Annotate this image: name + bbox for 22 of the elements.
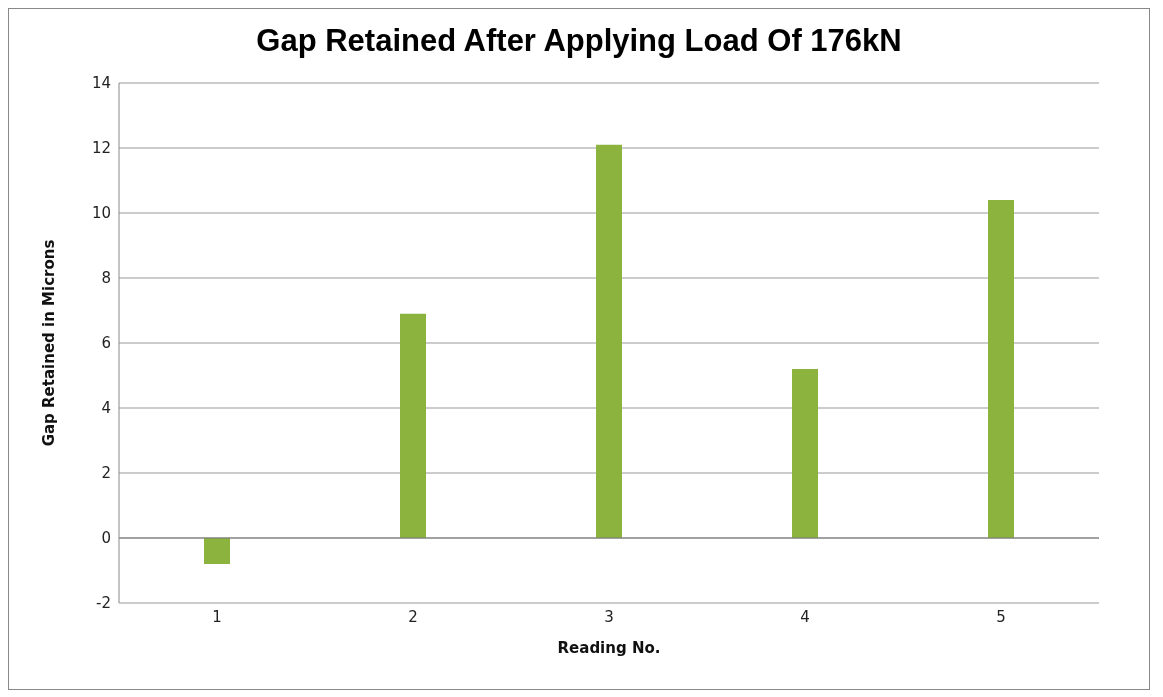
y-axis-title: Gap Retained in Microns bbox=[40, 239, 59, 447]
x-axis-title: Reading No. bbox=[557, 639, 661, 657]
x-tick-label: 4 bbox=[800, 607, 810, 626]
y-tick-label: 12 bbox=[91, 139, 111, 158]
bar bbox=[400, 313, 426, 538]
y-tick-label: 4 bbox=[101, 399, 111, 418]
chart-title: Gap Retained After Applying Load Of 176kN bbox=[255, 22, 903, 60]
x-tick-label: 1 bbox=[212, 607, 222, 626]
y-tick-label: 14 bbox=[91, 74, 111, 93]
y-tick-label: 2 bbox=[101, 464, 111, 483]
y-tick-label: 8 bbox=[101, 269, 111, 288]
bar bbox=[204, 538, 230, 564]
bar bbox=[792, 369, 818, 538]
y-tick-label: 0 bbox=[101, 529, 111, 548]
x-tick-label: 3 bbox=[604, 607, 614, 626]
bar bbox=[596, 144, 622, 538]
y-tick-label: -2 bbox=[96, 594, 111, 613]
bar bbox=[988, 200, 1014, 538]
x-tick-label: 2 bbox=[408, 607, 418, 626]
y-tick-label: 10 bbox=[91, 204, 111, 223]
y-tick-label: 6 bbox=[101, 334, 111, 353]
x-tick-label: 5 bbox=[996, 607, 1006, 626]
